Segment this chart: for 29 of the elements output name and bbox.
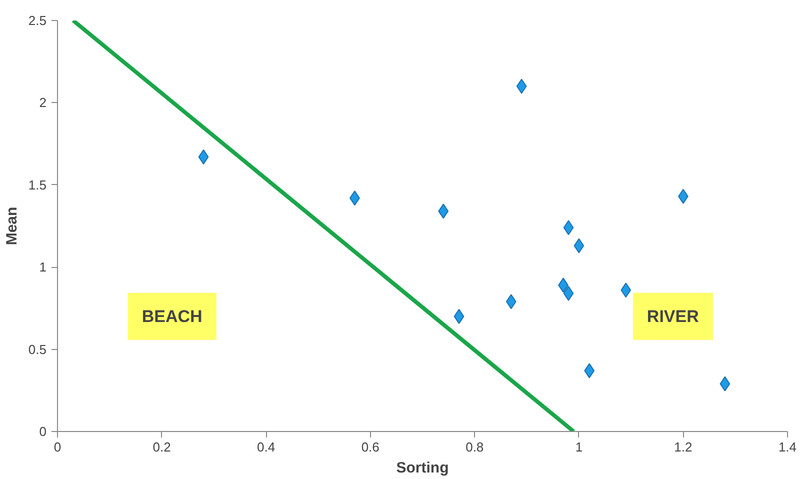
y-tick-label: 2.5: [28, 13, 47, 28]
point: [574, 238, 584, 254]
x-tick-label: 1.2: [674, 440, 692, 454]
y-tick-label: 0.5: [28, 342, 47, 357]
x-tick-label: 0.8: [466, 440, 484, 454]
y-tick-label: 1: [39, 260, 47, 275]
x-axis-title: Sorting: [396, 460, 449, 476]
y-tick-label: 1.5: [28, 177, 47, 192]
annotation: RIVER: [646, 306, 699, 326]
x-tick-label: 0.2: [152, 440, 171, 454]
point: [563, 286, 574, 301]
point: [516, 78, 527, 94]
point: [506, 294, 516, 310]
point: [720, 376, 730, 392]
point: [584, 363, 595, 378]
x-tick-label: 0.4: [257, 440, 276, 454]
x-tick-label: 1: [575, 440, 583, 454]
annotation: BEACH: [142, 306, 202, 326]
point: [620, 282, 632, 298]
x-tick-label: 0: [54, 440, 62, 454]
x-tick-label: 0.6: [361, 440, 380, 454]
y-tick-label: 2: [39, 95, 47, 110]
x-tick-label: 1.4: [778, 440, 797, 454]
point: [438, 204, 449, 219]
point: [454, 308, 464, 324]
point: [198, 149, 209, 164]
point: [563, 220, 574, 236]
y-tick-label: 0: [39, 424, 47, 439]
y-axis-title: Mean: [3, 206, 20, 246]
